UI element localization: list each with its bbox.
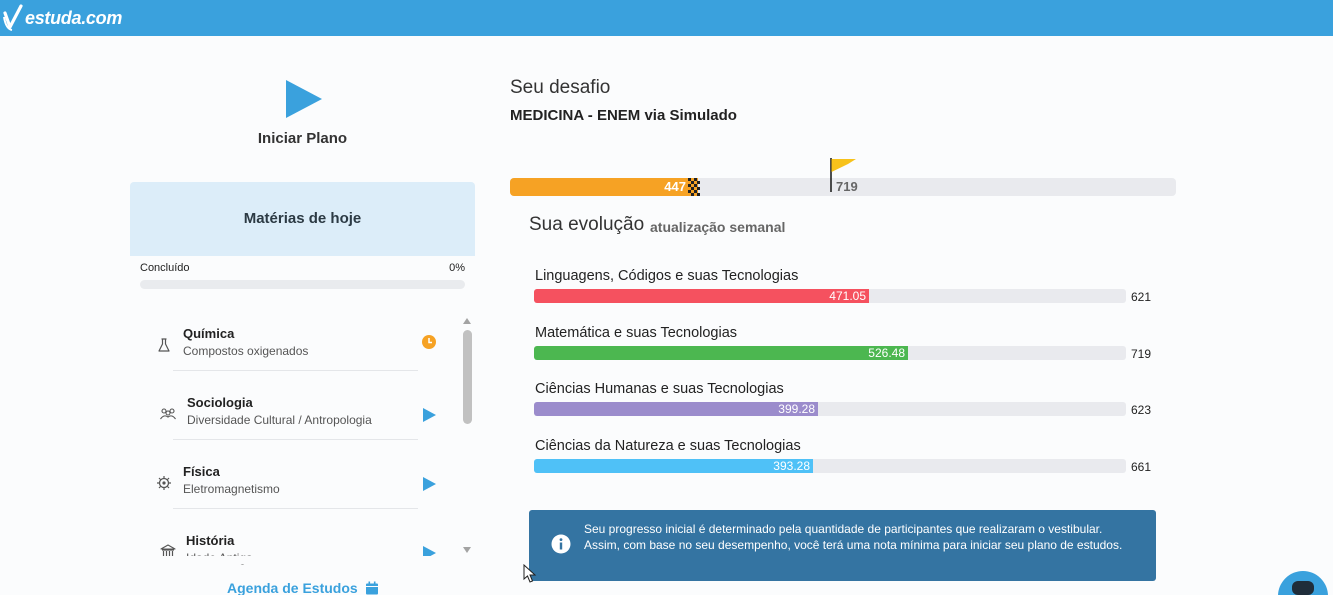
logo[interactable]: estuda.com bbox=[2, 3, 122, 33]
checkered-flag-icon bbox=[688, 178, 700, 196]
challenge-progress-fill bbox=[510, 178, 698, 196]
subject-name: Sociologia bbox=[187, 395, 253, 410]
subject-divider bbox=[173, 508, 418, 509]
chat-button[interactable] bbox=[1278, 571, 1328, 595]
completed-label: Concluído bbox=[140, 262, 190, 274]
today-subjects-header: Matérias de hoje bbox=[130, 182, 475, 256]
clock-icon[interactable] bbox=[421, 334, 437, 350]
play-icon[interactable] bbox=[421, 407, 437, 423]
completed-percent: 0% bbox=[449, 262, 465, 274]
area-label: Ciências da Natureza e suas Tecnologias bbox=[535, 438, 801, 454]
area-max-score: 661 bbox=[1131, 460, 1152, 474]
info-text: Seu progresso inicial é determinado pela… bbox=[584, 522, 1123, 552]
top-bar: estuda.com bbox=[0, 0, 1333, 36]
subject-item-quimica[interactable]: Química Compostos oxigenados bbox=[155, 324, 437, 382]
area-progress-fill bbox=[534, 459, 813, 473]
area-score: 399.28 bbox=[778, 402, 815, 416]
flask-icon bbox=[158, 338, 170, 352]
atom-icon bbox=[157, 476, 171, 490]
subject-divider bbox=[173, 439, 418, 440]
mouse-cursor-icon bbox=[523, 564, 537, 583]
subject-name: Física bbox=[183, 464, 220, 479]
area-max-score: 621 bbox=[1131, 290, 1152, 304]
subject-divider bbox=[173, 370, 418, 371]
subject-item-sociologia[interactable]: Sociologia Diversidade Cultural / Antrop… bbox=[155, 393, 437, 451]
people-icon bbox=[160, 408, 176, 420]
area-max-score: 719 bbox=[1131, 347, 1152, 361]
evolution-title: Sua evolução bbox=[529, 214, 645, 235]
challenge-goal-score: 719 bbox=[836, 179, 858, 194]
museum-icon bbox=[160, 544, 176, 559]
area-label: Matemática e suas Tecnologias bbox=[535, 325, 738, 341]
chat-bubble-icon bbox=[1292, 581, 1314, 595]
subject-topic: Diversidade Cultural / Antropologia bbox=[187, 413, 372, 427]
scroll-up-arrow-icon[interactable] bbox=[462, 317, 472, 325]
evolution-update-note: atualização semanal bbox=[650, 219, 786, 235]
subject-name: Química bbox=[183, 326, 235, 341]
info-banner: Seu progresso inicial é determinado pela… bbox=[529, 510, 1156, 581]
area-progress-fill bbox=[534, 289, 869, 303]
calendar-icon[interactable] bbox=[365, 581, 379, 595]
challenge-current-score: 447 bbox=[664, 179, 686, 194]
area-score: 526.48 bbox=[868, 346, 905, 360]
subject-topic: Compostos oxigenados bbox=[183, 344, 309, 358]
area-label: Ciências Humanas e suas Tecnologias bbox=[535, 381, 784, 397]
goal-flag-icon bbox=[830, 158, 856, 192]
completed-progress-bar bbox=[140, 280, 465, 289]
logo-text: estuda.com bbox=[25, 7, 123, 28]
challenge-subtitle: MEDICINA - ENEM via Simulado bbox=[510, 107, 737, 124]
area-max-score: 623 bbox=[1131, 403, 1152, 417]
today-subjects-title: Matérias de hoje bbox=[243, 210, 362, 227]
logo-check-icon bbox=[3, 4, 23, 31]
challenge-title: Seu desafio bbox=[510, 77, 611, 98]
area-score: 471.05 bbox=[829, 289, 866, 303]
info-icon bbox=[551, 534, 571, 554]
subject-topic: Eletromagnetismo bbox=[183, 482, 280, 496]
subject-name: História bbox=[186, 533, 235, 548]
area-label: Linguagens, Códigos e suas Tecnologias bbox=[535, 268, 799, 284]
scroll-down-arrow-icon[interactable] bbox=[462, 546, 472, 554]
scrollbar-thumb[interactable] bbox=[463, 330, 472, 424]
play-icon[interactable] bbox=[421, 476, 437, 492]
area-progress-fill bbox=[534, 346, 908, 360]
start-plan-play-icon[interactable] bbox=[284, 79, 324, 119]
subject-item-fisica[interactable]: Física Eletromagnetismo bbox=[155, 462, 437, 520]
area-progress-fill bbox=[534, 402, 818, 416]
list-clip bbox=[150, 556, 460, 564]
start-plan-label[interactable]: Iniciar Plano bbox=[257, 130, 348, 147]
area-score: 393.28 bbox=[773, 459, 810, 473]
study-agenda-link[interactable]: Agenda de Estudos bbox=[227, 580, 358, 595]
